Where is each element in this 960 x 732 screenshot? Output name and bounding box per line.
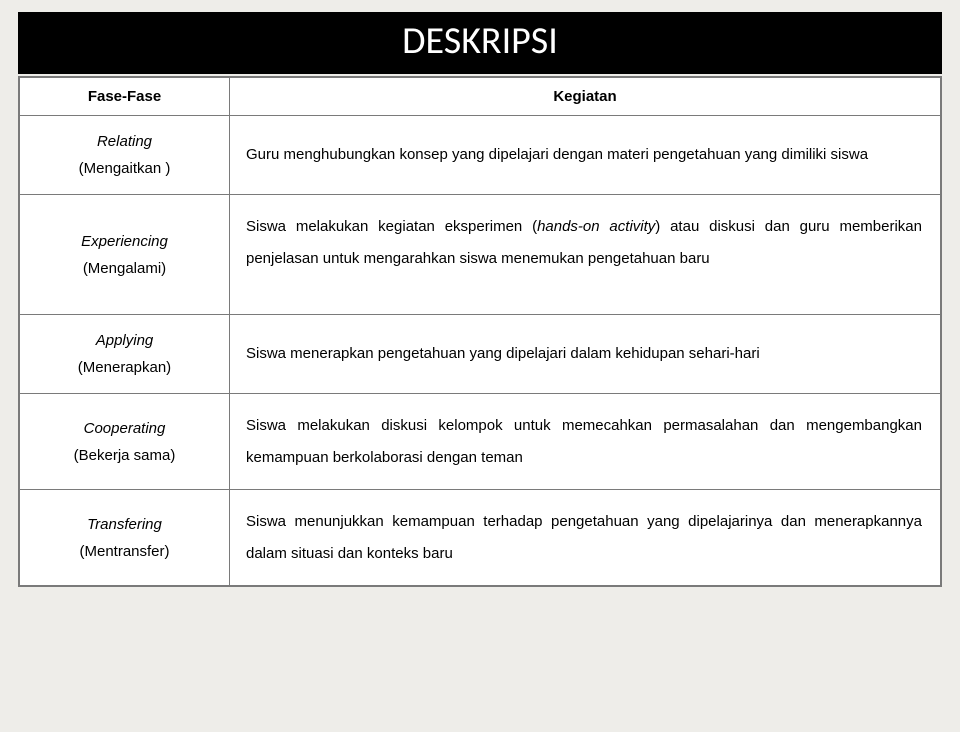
phase-en: Applying xyxy=(28,327,221,354)
activity-cell: Siswa melakukan diskusi kelompok untuk m… xyxy=(230,394,941,490)
phase-en: Experiencing xyxy=(28,228,221,255)
slide-title: DESKRIPSI xyxy=(18,12,942,74)
phase-en: Relating xyxy=(28,128,221,155)
phase-id: (Mengaitkan ) xyxy=(28,155,221,182)
table-row: Applying (Menerapkan) Siswa menerapkan p… xyxy=(20,315,941,394)
phase-id: (Mengalami) xyxy=(28,255,221,282)
phase-en: Transfering xyxy=(28,511,221,538)
table-header-row: Fase-Fase Kegiatan xyxy=(20,78,941,116)
activity-cell: Siswa menunjukkan kemampuan terhadap pen… xyxy=(230,490,941,586)
table-row: Transfering (Mentransfer) Siswa menunjuk… xyxy=(20,490,941,586)
slide: DESKRIPSI Fase-Fase Kegiatan Relating (M… xyxy=(0,12,960,732)
phase-id: (Menerapkan) xyxy=(28,354,221,381)
activity-text-pre: Siswa melakukan kegiatan eksperimen ( xyxy=(246,218,537,235)
phase-cell: Experiencing (Mengalami) xyxy=(20,195,230,315)
activity-text-italic: hands-on activity xyxy=(537,218,655,235)
activity-cell: Guru menghubungkan konsep yang dipelajar… xyxy=(230,116,941,195)
col-header-phase: Fase-Fase xyxy=(20,78,230,116)
phase-id: (Mentransfer) xyxy=(28,538,221,565)
phase-cell: Relating (Mengaitkan ) xyxy=(20,116,230,195)
phase-cell: Cooperating (Bekerja sama) xyxy=(20,394,230,490)
activity-cell: Siswa menerapkan pengetahuan yang dipela… xyxy=(230,315,941,394)
table-container: Fase-Fase Kegiatan Relating (Mengaitkan … xyxy=(18,76,942,587)
col-header-activity: Kegiatan xyxy=(230,78,941,116)
phase-cell: Applying (Menerapkan) xyxy=(20,315,230,394)
activity-cell: Siswa melakukan kegiatan eksperimen (han… xyxy=(230,195,941,315)
phase-cell: Transfering (Mentransfer) xyxy=(20,490,230,586)
table-row: Cooperating (Bekerja sama) Siswa melakuk… xyxy=(20,394,941,490)
phase-en: Cooperating xyxy=(28,415,221,442)
phases-table: Fase-Fase Kegiatan Relating (Mengaitkan … xyxy=(19,77,941,586)
table-row: Relating (Mengaitkan ) Guru menghubungka… xyxy=(20,116,941,195)
table-row: Experiencing (Mengalami) Siswa melakukan… xyxy=(20,195,941,315)
phase-id: (Bekerja sama) xyxy=(28,442,221,469)
